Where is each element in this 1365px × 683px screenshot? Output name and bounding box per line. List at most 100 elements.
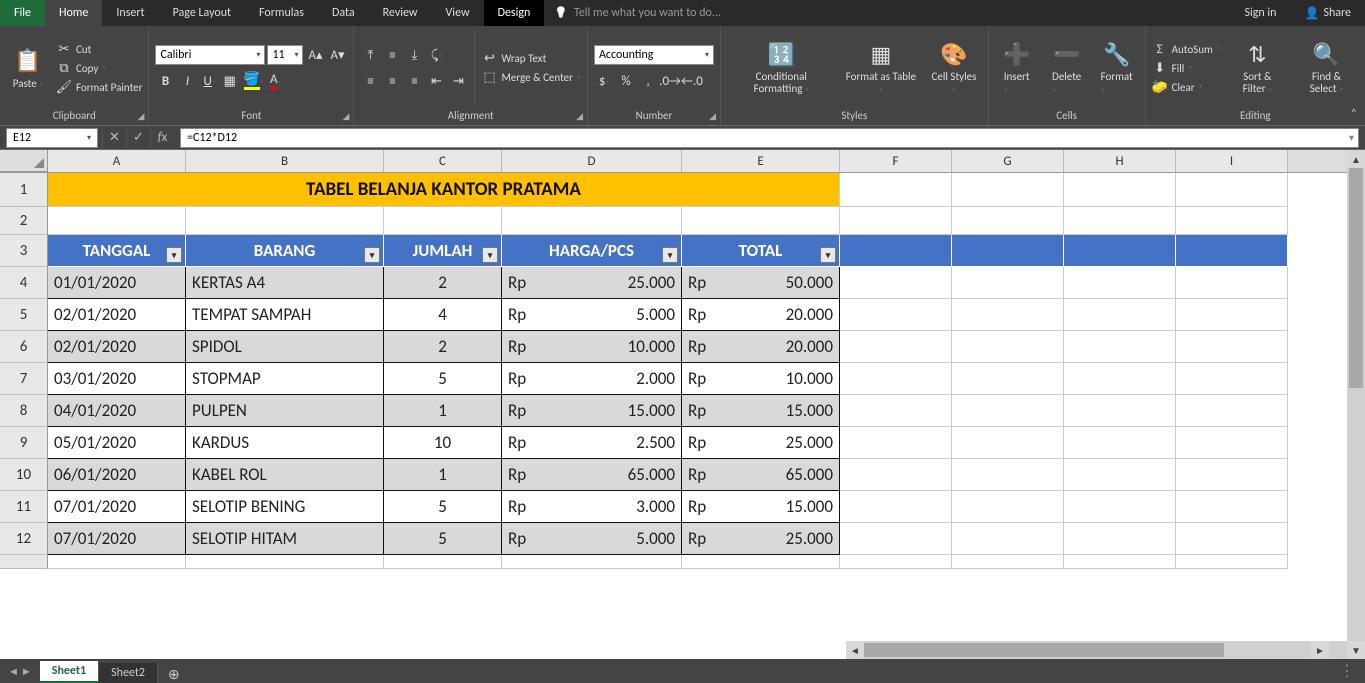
cell[interactable] [952,235,1064,267]
increase-font-button[interactable]: A▴ [305,45,325,65]
insert-cells-button[interactable]: ➕Insert▾ [995,38,1039,98]
filter-button[interactable]: ▾ [662,247,678,263]
fill-color-button[interactable]: 🪣▾ [243,71,263,91]
decrease-indent-button[interactable]: ⇤ [426,71,446,91]
format-cells-button[interactable]: 🔧Format▾ [1095,38,1139,98]
conditional-formatting-button[interactable]: 🔢Conditional Formatting ▾ [727,39,836,97]
underline-button[interactable]: U▾ [199,71,219,91]
tab-review[interactable]: Review [369,0,432,26]
cell[interactable]: SELOTIP HITAM [186,523,384,555]
tab-file[interactable]: File [0,0,45,26]
col-header-B[interactable]: B [186,150,384,172]
align-left-button[interactable]: ≡ [360,71,380,91]
tab-data[interactable]: Data [318,0,369,26]
cell[interactable] [48,555,186,569]
cell[interactable]: Rp15.000 [682,491,840,523]
cell[interactable] [952,395,1064,427]
cell[interactable] [952,267,1064,299]
cell[interactable] [1064,299,1176,331]
font-name-select[interactable]: Calibri▾ [155,45,265,65]
decrease-font-button[interactable]: A▾ [327,45,347,65]
cell[interactable] [840,491,952,523]
cell[interactable]: 07/01/2020 [48,523,186,555]
cell[interactable]: TOTAL▾ [682,235,840,267]
fill-button[interactable]: ⬇Fill ▾ [1152,60,1221,76]
horizontal-scrollbar[interactable]: ◄ ► [846,641,1329,659]
cell[interactable]: 03/01/2020 [48,363,186,395]
border-button[interactable]: ▦▾ [221,71,241,91]
copy-button[interactable]: ⧉Copy ▾ [56,60,142,76]
scroll-down-button[interactable]: ▼ [1347,641,1365,659]
cell[interactable] [682,555,840,569]
row-header[interactable]: 6 [0,331,48,363]
cell[interactable]: 5 [384,491,502,523]
col-header-A[interactable]: A [48,150,186,172]
tab-home[interactable]: Home [45,0,102,26]
sheet-nav-last[interactable]: ► [21,665,32,678]
col-header-C[interactable]: C [384,150,502,172]
cell[interactable] [384,207,502,235]
cell[interactable]: SPIDOL [186,331,384,363]
cell[interactable] [1064,523,1176,555]
cell[interactable] [952,491,1064,523]
cell[interactable] [840,331,952,363]
row-header[interactable]: 7 [0,363,48,395]
cell[interactable] [840,459,952,491]
font-color-button[interactable]: A▾ [265,71,285,91]
autosum-button[interactable]: ΣAutoSum ▾ [1152,41,1221,57]
scroll-right-button[interactable]: ► [1311,641,1329,659]
cell[interactable]: Rp2.000 [502,363,682,395]
collapse-ribbon-button[interactable]: ˄ [1351,107,1357,121]
cell[interactable] [840,299,952,331]
cell[interactable]: 1 [384,459,502,491]
increase-indent-button[interactable]: ⇥ [448,71,468,91]
find-select-button[interactable]: 🔍Find & Select ▾ [1294,39,1359,97]
cell[interactable] [1064,235,1176,267]
cell[interactable] [952,523,1064,555]
new-sheet-button[interactable]: ⊕ [158,666,190,683]
col-header-I[interactable]: I [1176,150,1288,172]
cell[interactable]: 10 [384,427,502,459]
cell[interactable]: Rp20.000 [682,331,840,363]
cell[interactable]: 2 [384,267,502,299]
row-header[interactable]: 3 [0,235,48,267]
row-header[interactable]: 4 [0,267,48,299]
col-header-G[interactable]: G [952,150,1064,172]
cell[interactable]: 4 [384,299,502,331]
cancel-formula-button[interactable]: ✕ [102,128,126,148]
cell[interactable]: Rp25.000 [682,523,840,555]
format-painter-button[interactable]: 🖌Format Painter [56,79,142,95]
cell[interactable] [186,555,384,569]
cell[interactable]: KABEL ROL [186,459,384,491]
cell[interactable] [502,207,682,235]
sheet-tab-2[interactable]: Sheet2 [99,663,158,683]
cell[interactable]: TANGGAL▾ [48,235,186,267]
cell[interactable]: 5 [384,363,502,395]
comma-button[interactable]: , [638,71,658,91]
align-top-button[interactable]: ⤒ [360,45,380,65]
cell[interactable]: Rp25.000 [502,267,682,299]
dialog-launcher-icon[interactable]: ◢ [343,111,350,122]
hscroll-thumb[interactable] [864,643,1224,657]
cell[interactable]: 04/01/2020 [48,395,186,427]
vertical-scrollbar[interactable]: ▲ ▼ [1347,150,1365,659]
decrease-decimal-button[interactable]: ←.0 [682,71,702,91]
cell[interactable] [952,555,1064,569]
enter-formula-button[interactable]: ✓ [126,128,150,148]
wrap-text-button[interactable]: ↩Wrap Text [481,51,581,67]
name-box[interactable]: E12▾ [6,128,98,148]
row-header[interactable]: 8 [0,395,48,427]
number-format-select[interactable]: Accounting▾ [594,45,714,65]
col-header-D[interactable]: D [502,150,682,172]
cell[interactable] [1176,207,1288,235]
vscroll-thumb[interactable] [1349,168,1363,388]
row-header[interactable]: 10 [0,459,48,491]
cell[interactable] [1176,459,1288,491]
cell[interactable] [502,555,682,569]
cell[interactable]: JUMLAH▾ [384,235,502,267]
clear-button[interactable]: 🧽Clear ▾ [1152,79,1221,95]
cell[interactable] [840,523,952,555]
cell[interactable]: Rp5.000 [502,299,682,331]
cell[interactable] [1176,363,1288,395]
tell-me-search[interactable]: Tell me what you want to do... [544,6,1230,20]
